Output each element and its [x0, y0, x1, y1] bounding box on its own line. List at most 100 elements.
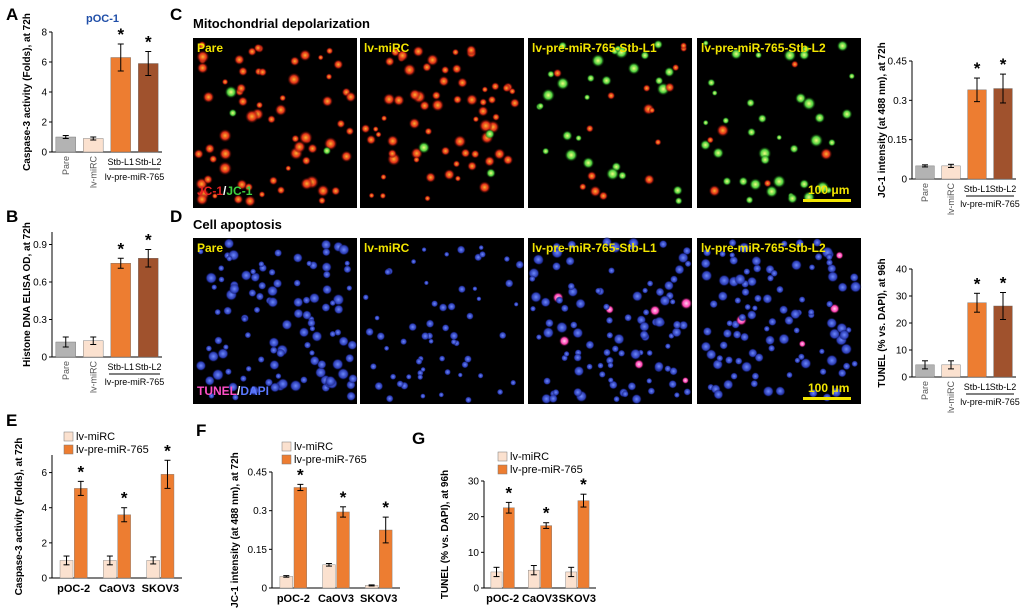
micrograph-label: Pare — [197, 41, 223, 55]
cell — [598, 370, 606, 378]
cell — [762, 293, 773, 304]
bar — [160, 474, 175, 579]
cell — [597, 362, 604, 369]
cell — [338, 336, 349, 347]
y-tick-label: 4 — [41, 88, 47, 99]
bar — [138, 63, 159, 153]
bar — [83, 138, 104, 153]
cell — [346, 391, 356, 402]
cell — [291, 134, 300, 143]
cell — [672, 320, 682, 330]
cell — [757, 114, 767, 124]
cell — [379, 192, 387, 200]
cell — [643, 174, 655, 186]
legend-label: lv-pre-miR-765 — [294, 454, 367, 466]
cell — [734, 357, 743, 365]
cell — [719, 340, 729, 350]
cell — [848, 72, 856, 80]
cell — [722, 328, 733, 339]
stain-sep-c: / — [223, 184, 227, 198]
cell — [766, 274, 775, 282]
cell — [408, 322, 418, 332]
cell — [211, 192, 218, 200]
bar — [540, 525, 552, 589]
cell — [303, 341, 312, 349]
cell — [772, 174, 786, 189]
x-group-label: lv-pre-miR-765 — [960, 199, 1020, 209]
cell — [380, 173, 387, 181]
cell — [674, 197, 683, 205]
cell — [196, 50, 210, 64]
cell — [333, 59, 344, 70]
cell — [734, 296, 742, 305]
cell — [214, 336, 223, 345]
cell — [743, 268, 751, 276]
y-axis-label: Caspase-3 activity (Folds), at 72h — [14, 438, 25, 596]
significance-star: * — [121, 489, 128, 508]
cell — [345, 353, 355, 363]
cell — [672, 63, 680, 72]
cell — [659, 295, 671, 307]
cell — [647, 387, 656, 395]
cell — [292, 252, 303, 263]
cell — [269, 359, 280, 371]
cell — [369, 362, 377, 371]
cell — [808, 264, 816, 271]
cell — [228, 382, 238, 392]
cell — [751, 372, 760, 381]
cell — [591, 54, 605, 68]
micrograph-jc1-1: Pare — [193, 38, 357, 208]
y-tick-label: 0 — [473, 584, 479, 595]
micrograph-bg — [360, 38, 524, 208]
cell — [441, 324, 450, 332]
cell — [244, 182, 254, 192]
cell — [575, 134, 582, 142]
cell — [664, 66, 675, 78]
cell — [601, 237, 613, 248]
cell — [719, 250, 727, 258]
significance-star: * — [1000, 55, 1007, 74]
cell — [668, 379, 678, 389]
cell — [239, 375, 247, 383]
micrographs-tunel: Pare lv-miRC lv-pre-miR-765-Stb-L1 lv-pre-m… — [193, 237, 862, 405]
cell — [783, 49, 797, 62]
significance-star: * — [506, 483, 513, 502]
cell — [700, 258, 711, 269]
cell — [598, 191, 609, 201]
x-category-label: lv-miRC — [946, 183, 956, 215]
cell — [431, 90, 441, 101]
cell — [209, 154, 218, 164]
cell — [412, 45, 424, 58]
cell — [671, 327, 682, 338]
cell — [453, 135, 467, 148]
cell — [502, 154, 514, 166]
cell — [586, 171, 597, 181]
cell — [567, 282, 576, 291]
cell — [203, 174, 213, 185]
cell — [586, 363, 593, 371]
cell — [223, 306, 233, 316]
cell — [336, 119, 346, 129]
cell — [218, 129, 232, 143]
cell — [768, 317, 777, 327]
cell — [470, 149, 480, 159]
cell — [276, 186, 286, 195]
cell — [763, 325, 770, 332]
cell — [674, 264, 685, 275]
cell — [285, 165, 292, 172]
cell — [563, 350, 570, 357]
cell — [258, 191, 266, 198]
cell — [722, 117, 730, 125]
stain-jc1-red: JC-1 — [197, 184, 223, 198]
cell — [287, 72, 301, 87]
y-tick-label: 0 — [41, 574, 47, 585]
bar — [577, 500, 590, 589]
cell — [255, 292, 265, 301]
cell — [639, 321, 650, 332]
cell — [337, 368, 350, 380]
bar — [74, 488, 88, 579]
cell — [787, 193, 798, 204]
y-axis-label: JC-1 intensity (at 488 nm), at 72h — [230, 452, 241, 608]
cell — [453, 95, 462, 105]
